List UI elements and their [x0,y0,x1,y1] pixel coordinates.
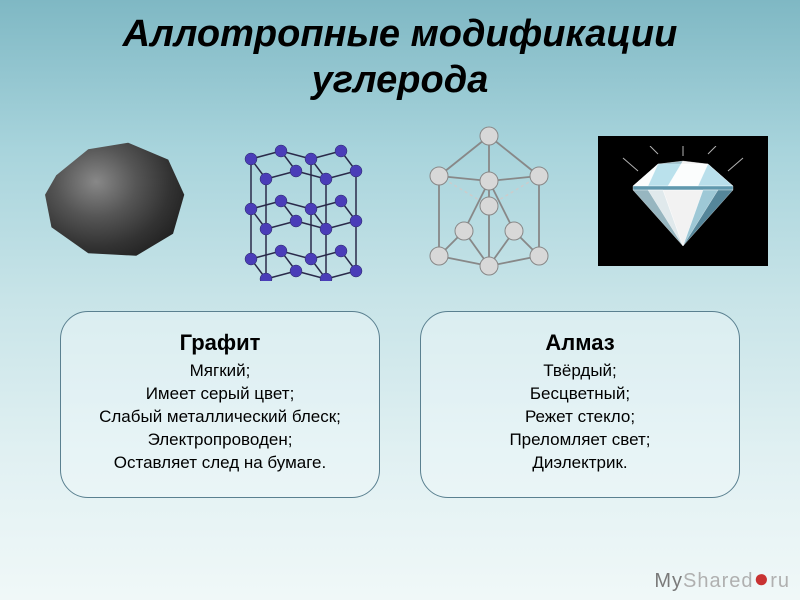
watermark-part3: ru [770,570,790,592]
card-line: Электропроводен; [77,429,363,452]
diamond-gem-image [598,136,768,266]
card-line: Твёрдый; [437,360,723,383]
card-line: Бесцветный; [437,383,723,406]
diamond-card-body: Твёрдый;Бесцветный;Режет стекло;Преломля… [437,360,723,475]
cards-row: Графит Мягкий;Имеет серый цвет;Слабый ме… [0,291,800,498]
watermark-part2: Shared [683,570,754,592]
graphite-card: Графит Мягкий;Имеет серый цвет;Слабый ме… [60,311,380,498]
card-line: Режет стекло; [437,406,723,429]
diamond-lattice-svg [409,121,569,281]
card-line: Преломляет свет; [437,429,723,452]
card-line: Имеет серый цвет; [77,383,363,406]
card-line: Мягкий; [77,360,363,383]
card-line: Диэлектрик. [437,452,723,475]
card-line: Слабый металлический блеск; [77,406,363,429]
title-line-2: углерода [312,59,489,101]
graphite-rock-image [32,136,192,266]
title-line-1: Аллотропные модификации [123,13,678,55]
watermark-part1: My [654,570,683,592]
diamond-lattice-image [409,121,569,281]
watermark-dot: ● [753,563,770,593]
diamond-gem-svg [608,146,758,256]
diamond-card: Алмаз Твёрдый;Бесцветный;Режет стекло;Пр… [420,311,740,498]
images-row [0,103,800,291]
watermark: MyShared●ru [654,563,790,594]
graphite-rock-shape [32,136,192,266]
graphite-card-title: Графит [77,330,363,356]
graphite-lattice-image [221,121,381,281]
diamond-gem-box [598,136,768,266]
card-line: Оставляет след на бумаге. [77,452,363,475]
diamond-card-title: Алмаз [437,330,723,356]
slide-title: Аллотропные модификации углерода [0,0,800,103]
graphite-card-body: Мягкий;Имеет серый цвет;Слабый металличе… [77,360,363,475]
graphite-lattice-svg [221,121,381,281]
